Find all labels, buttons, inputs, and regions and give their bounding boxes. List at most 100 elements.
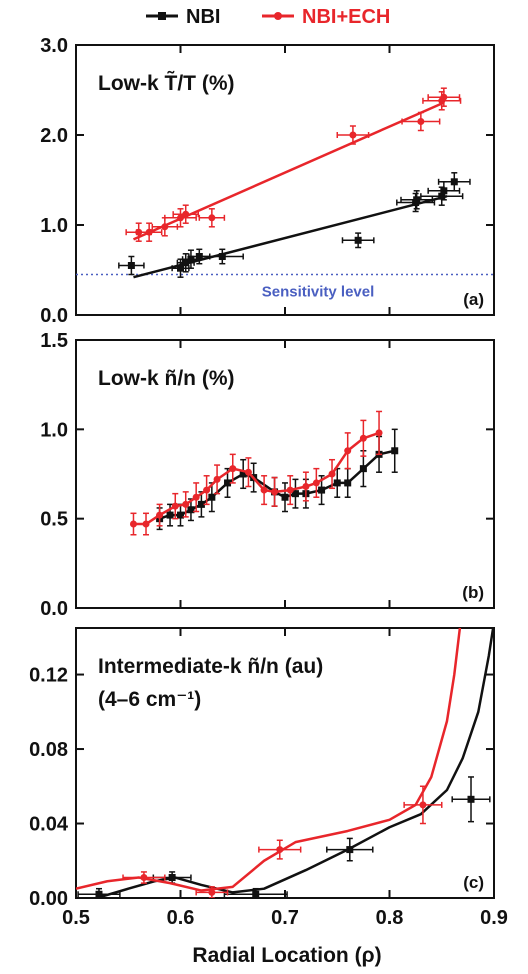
- data-point: [318, 486, 326, 494]
- data-point: [187, 506, 195, 514]
- data-point: [129, 520, 137, 528]
- x-tick-label: 0.7: [271, 907, 299, 929]
- data-point: [177, 264, 184, 272]
- data-point: [271, 488, 279, 496]
- data-point: [208, 888, 216, 896]
- legend-nbiech-label: NBI+ECH: [302, 6, 390, 28]
- data-point: [192, 493, 200, 501]
- y-tick-label: 0.00: [29, 888, 68, 910]
- data-point: [177, 214, 184, 222]
- data-point: [182, 500, 190, 508]
- data-point: [440, 93, 448, 101]
- data-point: [391, 447, 399, 455]
- panel-data: [76, 628, 494, 898]
- legend: NBI NBI+ECH: [146, 6, 390, 28]
- y-tick-label: 1.0: [40, 215, 68, 237]
- data-point: [281, 493, 289, 501]
- legend-nbi-marker: [158, 12, 166, 20]
- y-tick-label: 1.5: [40, 330, 68, 352]
- panel-1: 0.0 1.0 2.0 3.0 Low-k T̃/T (%) (a) Sensitivity…: [40, 35, 495, 327]
- data-point: [156, 511, 164, 519]
- series-line: [76, 628, 462, 892]
- panel-label: (b): [462, 583, 484, 602]
- data-point: [208, 493, 216, 501]
- data-point: [375, 429, 383, 437]
- y-tick-label: 0.0: [40, 598, 68, 620]
- data-point: [359, 434, 367, 442]
- data-point: [450, 178, 458, 186]
- panel-3: 0.00 0.04 0.08 0.12 0.5 0.6 0.7 0.8 0.9 Intermedi…: [29, 627, 508, 929]
- panels-group: 0.0 1.0 2.0 3.0 Low-k T̃/T (%) (a) Sensitivity…: [29, 35, 508, 929]
- y-tick-label: 0.5: [40, 509, 68, 531]
- y-tick-label: 0.08: [29, 739, 68, 761]
- legend-nbiech-marker: [274, 12, 282, 20]
- data-point: [166, 511, 174, 519]
- data-point: [344, 447, 352, 455]
- data-point: [239, 470, 247, 478]
- data-point: [302, 483, 310, 491]
- data-point: [286, 486, 294, 494]
- data-point: [182, 259, 190, 267]
- panel-label: (a): [463, 290, 484, 309]
- y-tick-label: 3.0: [40, 35, 68, 57]
- series-nbi: [156, 428, 399, 531]
- series-line: [159, 449, 396, 520]
- data-point: [346, 846, 354, 854]
- panel-2: 0.0 0.5 1.0 1.5 Low-k ñ/n (%) (b): [40, 330, 495, 620]
- data-point: [145, 228, 153, 236]
- data-point: [197, 500, 205, 508]
- data-point: [213, 475, 221, 483]
- data-point: [127, 262, 135, 269]
- y-tick-label: 1.0: [40, 419, 68, 441]
- panel-data: [118, 87, 471, 279]
- legend-nbi-label: NBI: [186, 6, 220, 28]
- data-point: [328, 470, 336, 478]
- data-point: [252, 890, 260, 898]
- data-point: [413, 196, 421, 204]
- data-point: [349, 131, 357, 139]
- series-nbi: [118, 172, 471, 279]
- data-point: [276, 846, 284, 854]
- data-point: [140, 874, 148, 882]
- data-point: [187, 255, 195, 263]
- x-tick-label: 0.6: [167, 907, 195, 929]
- panel-subtitle: (4–6 cm⁻¹): [98, 688, 201, 711]
- data-point: [177, 511, 184, 519]
- panel-title: Intermediate-k ñ/n (au): [98, 655, 323, 678]
- data-point: [291, 490, 299, 498]
- data-point: [359, 465, 367, 473]
- sensitivity-label: Sensitivity level: [262, 284, 375, 301]
- data-point: [419, 801, 427, 809]
- data-point: [203, 486, 211, 494]
- panel-title: Low-k ñ/n (%): [98, 367, 234, 390]
- data-point: [171, 502, 179, 510]
- data-point: [344, 479, 352, 487]
- data-point: [244, 468, 252, 476]
- series-nbi-ech: [129, 410, 383, 536]
- panel-title: Low-k T̃/T (%): [98, 71, 234, 95]
- data-point: [161, 223, 169, 231]
- x-tick-label: 0.8: [376, 907, 404, 929]
- data-point: [208, 214, 216, 222]
- data-point: [260, 486, 268, 494]
- data-point: [229, 465, 237, 473]
- data-point: [95, 890, 103, 898]
- data-point: [467, 795, 475, 803]
- data-point: [142, 520, 150, 528]
- series-nbi-ech: [76, 628, 462, 898]
- y-tick-label: 2.0: [40, 125, 68, 147]
- data-point: [312, 479, 320, 487]
- x-tick-label: 0.9: [480, 907, 508, 929]
- data-point: [417, 118, 425, 125]
- y-tick-label: 0.04: [29, 814, 69, 836]
- data-point: [182, 210, 190, 218]
- y-tick-label: 0.0: [40, 305, 68, 327]
- panel-data: [129, 410, 399, 536]
- data-point: [440, 187, 448, 195]
- data-point: [438, 192, 446, 200]
- series-nbi-ech: [125, 87, 462, 242]
- panel-label: (c): [463, 873, 484, 892]
- y-tick-label: 0.12: [29, 665, 68, 687]
- data-point: [218, 253, 226, 260]
